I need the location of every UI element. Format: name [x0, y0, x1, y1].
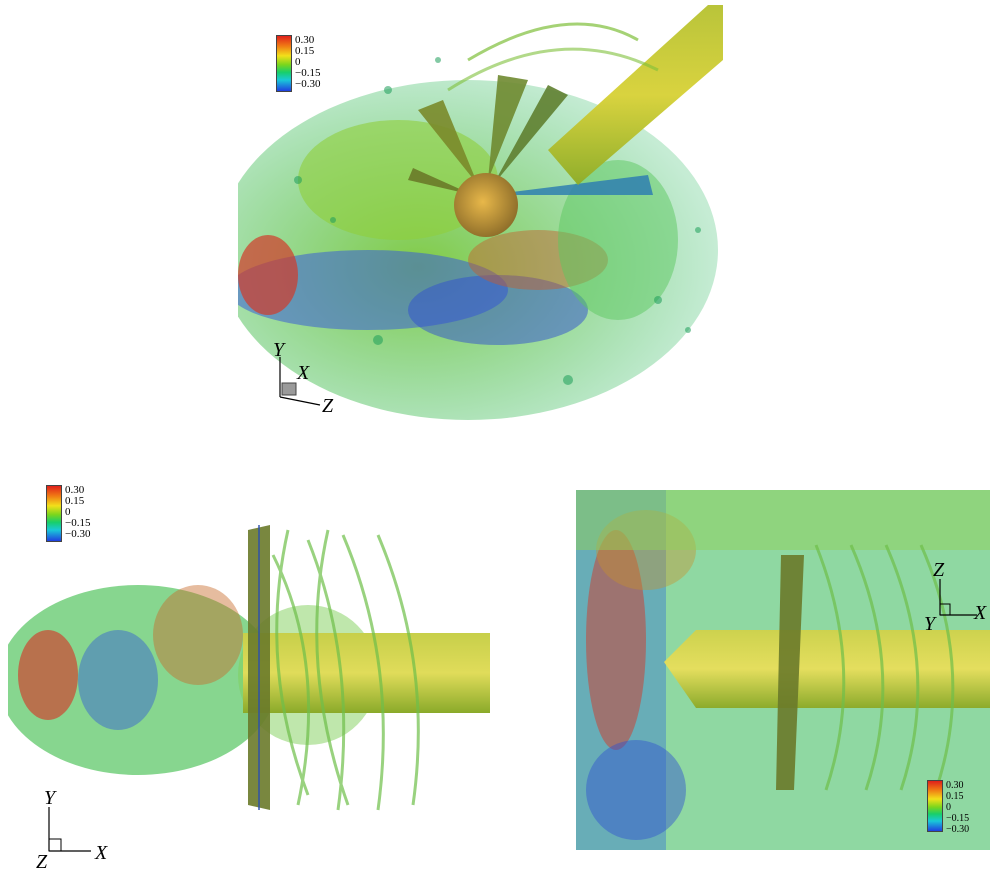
- top-view-isosurface-image: [576, 490, 990, 850]
- bottom-right-axis-z-label: Z: [933, 559, 945, 581]
- legend-tick: −0.15: [65, 517, 91, 529]
- bottom-left-axis-triad: [48, 807, 91, 852]
- legend-tick: −0.15: [946, 813, 970, 824]
- bottom-right-panel-visualization: [576, 490, 990, 850]
- colorbar-gradient: [46, 485, 62, 542]
- legend-tick: 0.30: [65, 484, 85, 496]
- bottom-left-colorbar-legend: 0.30 0.15 0 −0.15 −0.30: [46, 485, 90, 542]
- side-view-isosurface-image: [8, 525, 490, 811]
- bottom-right-axis-x-label: X: [974, 602, 987, 624]
- bottom-left-axis-z-label: Z: [36, 851, 48, 873]
- top-vortex-isosurface-image: [238, 5, 723, 420]
- legend-tick: −0.30: [946, 824, 970, 835]
- legend-tick: 0.30: [295, 34, 315, 46]
- legend-tick: 0: [946, 802, 951, 813]
- top-panel-visualization: [238, 0, 723, 430]
- legend-tick: 0.15: [65, 495, 85, 507]
- legend-tick: 0.15: [295, 45, 315, 57]
- bottom-right-axis-triad: [939, 579, 977, 616]
- bottom-right-axis-y-label: Y: [924, 613, 936, 635]
- bottom-right-colorbar-legend: 0.30 0.15 0 −0.15 −0.30: [927, 780, 970, 835]
- legend-tick: −0.30: [65, 528, 91, 540]
- top-axis-y-label: Y: [273, 339, 285, 361]
- colorbar-gradient: [276, 35, 292, 92]
- bottom-left-panel-visualization: [8, 525, 490, 840]
- top-axis-x-label: X: [297, 362, 310, 384]
- top-colorbar-legend: 0.30 0.15 0 −0.15 −0.30: [276, 35, 320, 92]
- legend-tick: 0.15: [946, 791, 964, 802]
- legend-tick: 0.30: [946, 780, 964, 791]
- legend-tick: 0: [65, 506, 71, 518]
- legend-tick: 0: [295, 56, 301, 68]
- bottom-left-axis-y-label: Y: [44, 787, 56, 809]
- legend-tick: −0.15: [295, 67, 321, 79]
- top-axis-triad: [279, 357, 321, 406]
- colorbar-gradient: [927, 780, 943, 832]
- top-axis-z-label: Z: [322, 395, 334, 417]
- bottom-left-axis-x-label: X: [95, 842, 108, 864]
- legend-tick: −0.30: [295, 78, 321, 90]
